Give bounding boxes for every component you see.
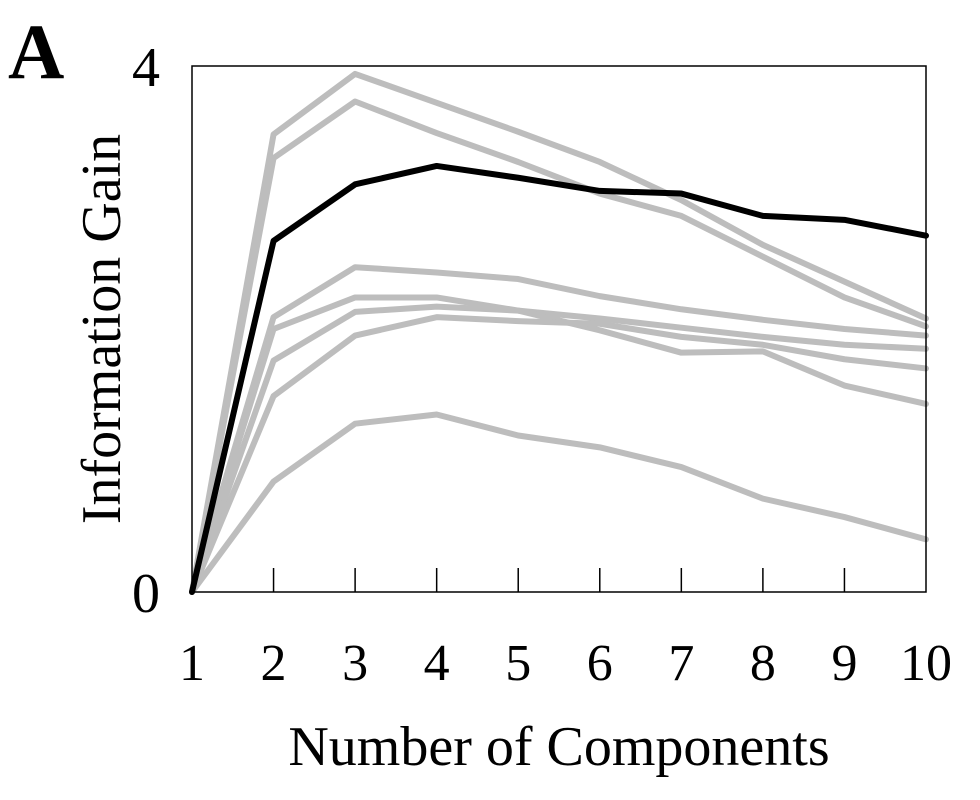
x-tick-label: 5 <box>505 635 531 692</box>
series-line-highlight <box>189 162 929 595</box>
panel-label: A <box>8 8 64 95</box>
series-line-7 <box>189 411 929 595</box>
x-tick-label: 6 <box>587 635 613 692</box>
series-line-3 <box>189 264 929 595</box>
x-tick-label: 9 <box>831 635 857 692</box>
plot-frame <box>191 65 927 593</box>
series-line-1 <box>189 70 929 595</box>
x-tick-label: 4 <box>424 635 450 692</box>
x-tick-label: 8 <box>750 635 776 692</box>
x-tick-label: 10 <box>900 635 952 692</box>
series-line-6 <box>189 314 929 595</box>
x-tick-label: 1 <box>179 635 205 692</box>
y-tick-layer: 04 <box>132 37 160 625</box>
x-tick-layer: 1 2 3 4 5 6 7 8 9 10 <box>179 568 952 692</box>
y-tick-label: 4 <box>132 37 160 99</box>
y-tick-label: 0 <box>132 563 160 625</box>
x-axis-label: Number of Components <box>288 716 829 778</box>
x-tick-label: 3 <box>342 635 368 692</box>
y-axis-label: Information Gain <box>71 134 133 524</box>
x-tick-label: 2 <box>261 635 287 692</box>
series-layer <box>189 70 929 595</box>
series-line-2 <box>189 98 929 595</box>
series-line-5 <box>189 303 929 595</box>
x-tick-label: 7 <box>668 635 694 692</box>
series-line-4 <box>189 294 929 595</box>
